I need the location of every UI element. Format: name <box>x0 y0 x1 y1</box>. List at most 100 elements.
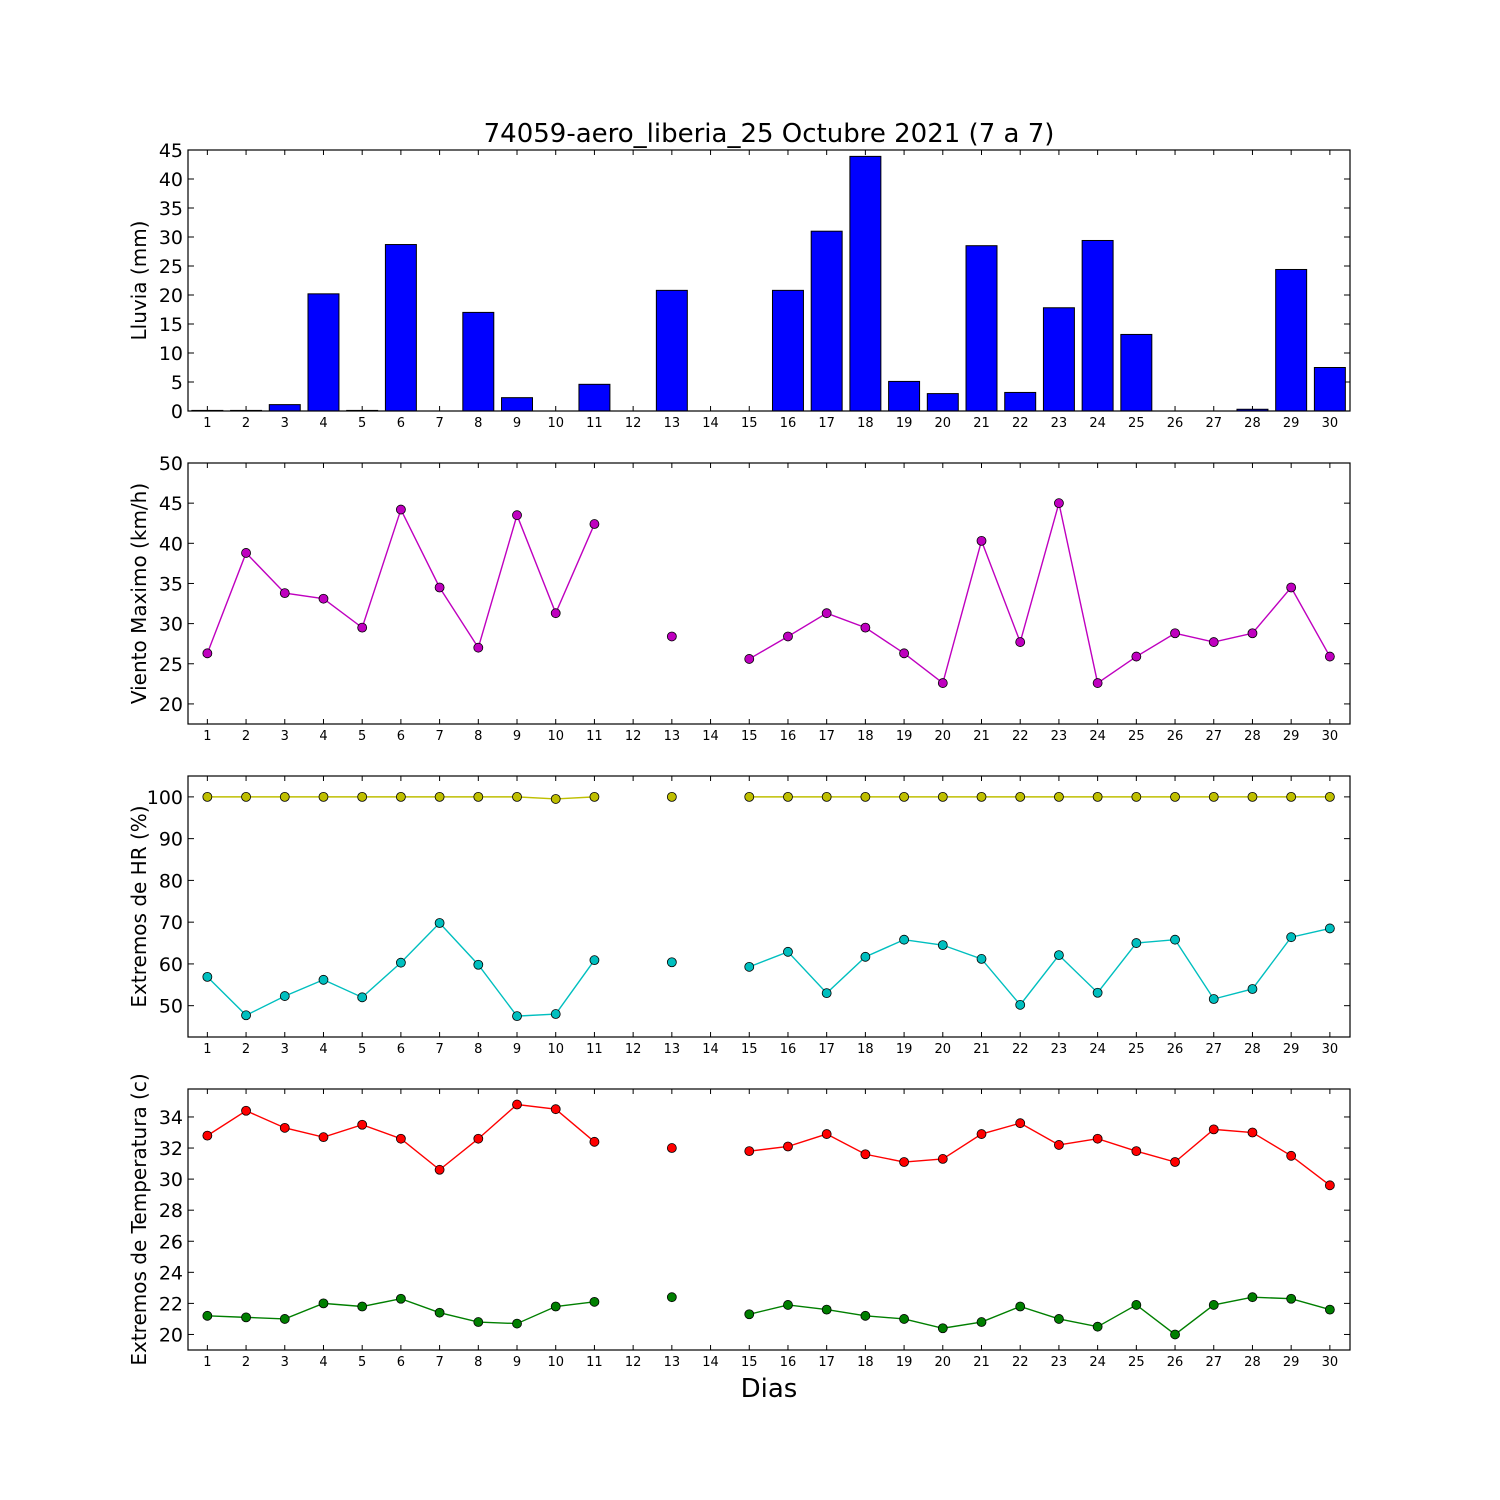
hr-series-line <box>749 927 1331 1006</box>
temp-series-line <box>749 1296 1331 1336</box>
y-tick-label: 60 <box>159 954 183 976</box>
temp-point <box>1286 1293 1297 1304</box>
temp-point <box>1054 1140 1064 1150</box>
x-tick-label: 24 <box>1089 1355 1106 1370</box>
rain-bar <box>1120 333 1153 412</box>
rain-bar <box>1081 239 1114 412</box>
y-tick-label: 100 <box>147 787 183 809</box>
x-tick-label: 12 <box>625 416 642 431</box>
x-tick-label: 14 <box>702 1355 719 1370</box>
x-tick-label: 1 <box>203 416 211 431</box>
x-tick-label: 9 <box>513 1355 521 1370</box>
x-tick-label: 26 <box>1167 1042 1184 1057</box>
hr-point <box>860 951 871 962</box>
temp-point <box>357 1119 368 1130</box>
hr-point <box>279 991 290 1001</box>
rain-bar <box>1042 307 1075 412</box>
x-tick-label: 14 <box>702 729 719 744</box>
hr-point <box>241 1010 251 1021</box>
temp-point <box>1286 1150 1297 1161</box>
temp-point <box>821 1304 832 1315</box>
rain-bar <box>965 245 998 412</box>
x-tick-label: 11 <box>586 729 603 744</box>
x-tick-label: 19 <box>896 729 913 744</box>
x-tick-label: 11 <box>586 1042 603 1057</box>
temp-point <box>589 1296 600 1307</box>
wind-point <box>1092 678 1103 688</box>
x-tick-label: 24 <box>1089 1042 1106 1057</box>
x-tick-label: 8 <box>474 1355 482 1370</box>
rain-bar <box>849 155 882 412</box>
x-tick-label: 18 <box>857 1355 874 1370</box>
wind-point <box>860 622 871 633</box>
y-tick-label: 25 <box>159 256 183 278</box>
x-tick-label: 30 <box>1322 729 1339 744</box>
hr-point <box>318 974 329 985</box>
x-tick-label: 29 <box>1283 1042 1300 1057</box>
hr-point <box>1324 791 1335 802</box>
x-tick-label: 26 <box>1167 416 1184 431</box>
temp-point <box>241 1312 251 1323</box>
x-tick-label: 28 <box>1244 416 1261 431</box>
x-tick-label: 23 <box>1051 1042 1068 1057</box>
x-tick-label: 8 <box>474 416 482 431</box>
temp-point <box>395 1133 406 1144</box>
hr-point <box>1208 791 1219 802</box>
temperature-panel: Extremos de Temperatura (c) 2022242628303… <box>127 1073 1351 1370</box>
x-tick-label: 9 <box>513 729 521 744</box>
wind-point <box>1286 582 1297 593</box>
temp-point <box>1015 1118 1026 1129</box>
hr-point <box>744 791 755 802</box>
hr-point <box>1131 791 1142 802</box>
y-tick-label: 34 <box>159 1107 183 1129</box>
x-tick-label: 28 <box>1244 1042 1261 1057</box>
rain-bar <box>1004 391 1037 412</box>
hr-point <box>821 791 832 802</box>
x-tick-label: 21 <box>973 729 990 744</box>
x-tick-label: 25 <box>1128 416 1145 431</box>
x-tick-label: 22 <box>1012 1042 1029 1057</box>
temp-point <box>783 1141 793 1152</box>
temp-point <box>589 1136 600 1147</box>
x-tick-label: 6 <box>397 416 405 431</box>
hr-point <box>512 791 522 802</box>
x-tick-label: 30 <box>1322 416 1339 431</box>
temp-point <box>1170 1157 1180 1167</box>
temp-point <box>937 1323 948 1334</box>
y-tick-label: 0 <box>171 401 183 423</box>
x-tick-label: 18 <box>857 416 874 431</box>
rain-bar <box>1313 367 1346 412</box>
temp-point <box>821 1129 832 1139</box>
hr-point <box>589 791 600 802</box>
x-tick-label: 19 <box>896 1042 913 1057</box>
x-tick-label: 1 <box>203 729 211 744</box>
x-tick-label: 7 <box>435 416 443 431</box>
x-tick-label: 28 <box>1244 729 1261 744</box>
y-tick-label: 15 <box>159 314 183 336</box>
x-tick-label: 10 <box>547 1042 564 1057</box>
x-tick-label: 5 <box>358 729 366 744</box>
x-tick-label: 6 <box>397 1355 405 1370</box>
hr-point <box>550 794 561 804</box>
x-tick-label: 16 <box>780 416 797 431</box>
hr-point <box>1208 994 1219 1004</box>
wind-point <box>937 678 948 688</box>
x-tick-label: 22 <box>1012 729 1029 744</box>
x-tick-label: 27 <box>1205 729 1222 744</box>
hr-point <box>202 971 213 982</box>
temp-point <box>899 1157 909 1167</box>
temp-point <box>1247 1292 1258 1303</box>
x-tick-label: 14 <box>702 416 719 431</box>
x-axis-label: Dias <box>741 1374 798 1404</box>
temp-point <box>783 1300 793 1310</box>
temp-point <box>1054 1314 1064 1324</box>
x-tick-label: 21 <box>973 1355 990 1370</box>
x-tick-label: 2 <box>242 1355 250 1370</box>
temp-point <box>1208 1300 1219 1310</box>
x-tick-label: 4 <box>319 1042 327 1057</box>
rain-bar <box>810 230 843 412</box>
rain-bar <box>578 383 611 412</box>
x-tick-label: 14 <box>702 1042 719 1057</box>
x-tick-label: 7 <box>435 729 443 744</box>
